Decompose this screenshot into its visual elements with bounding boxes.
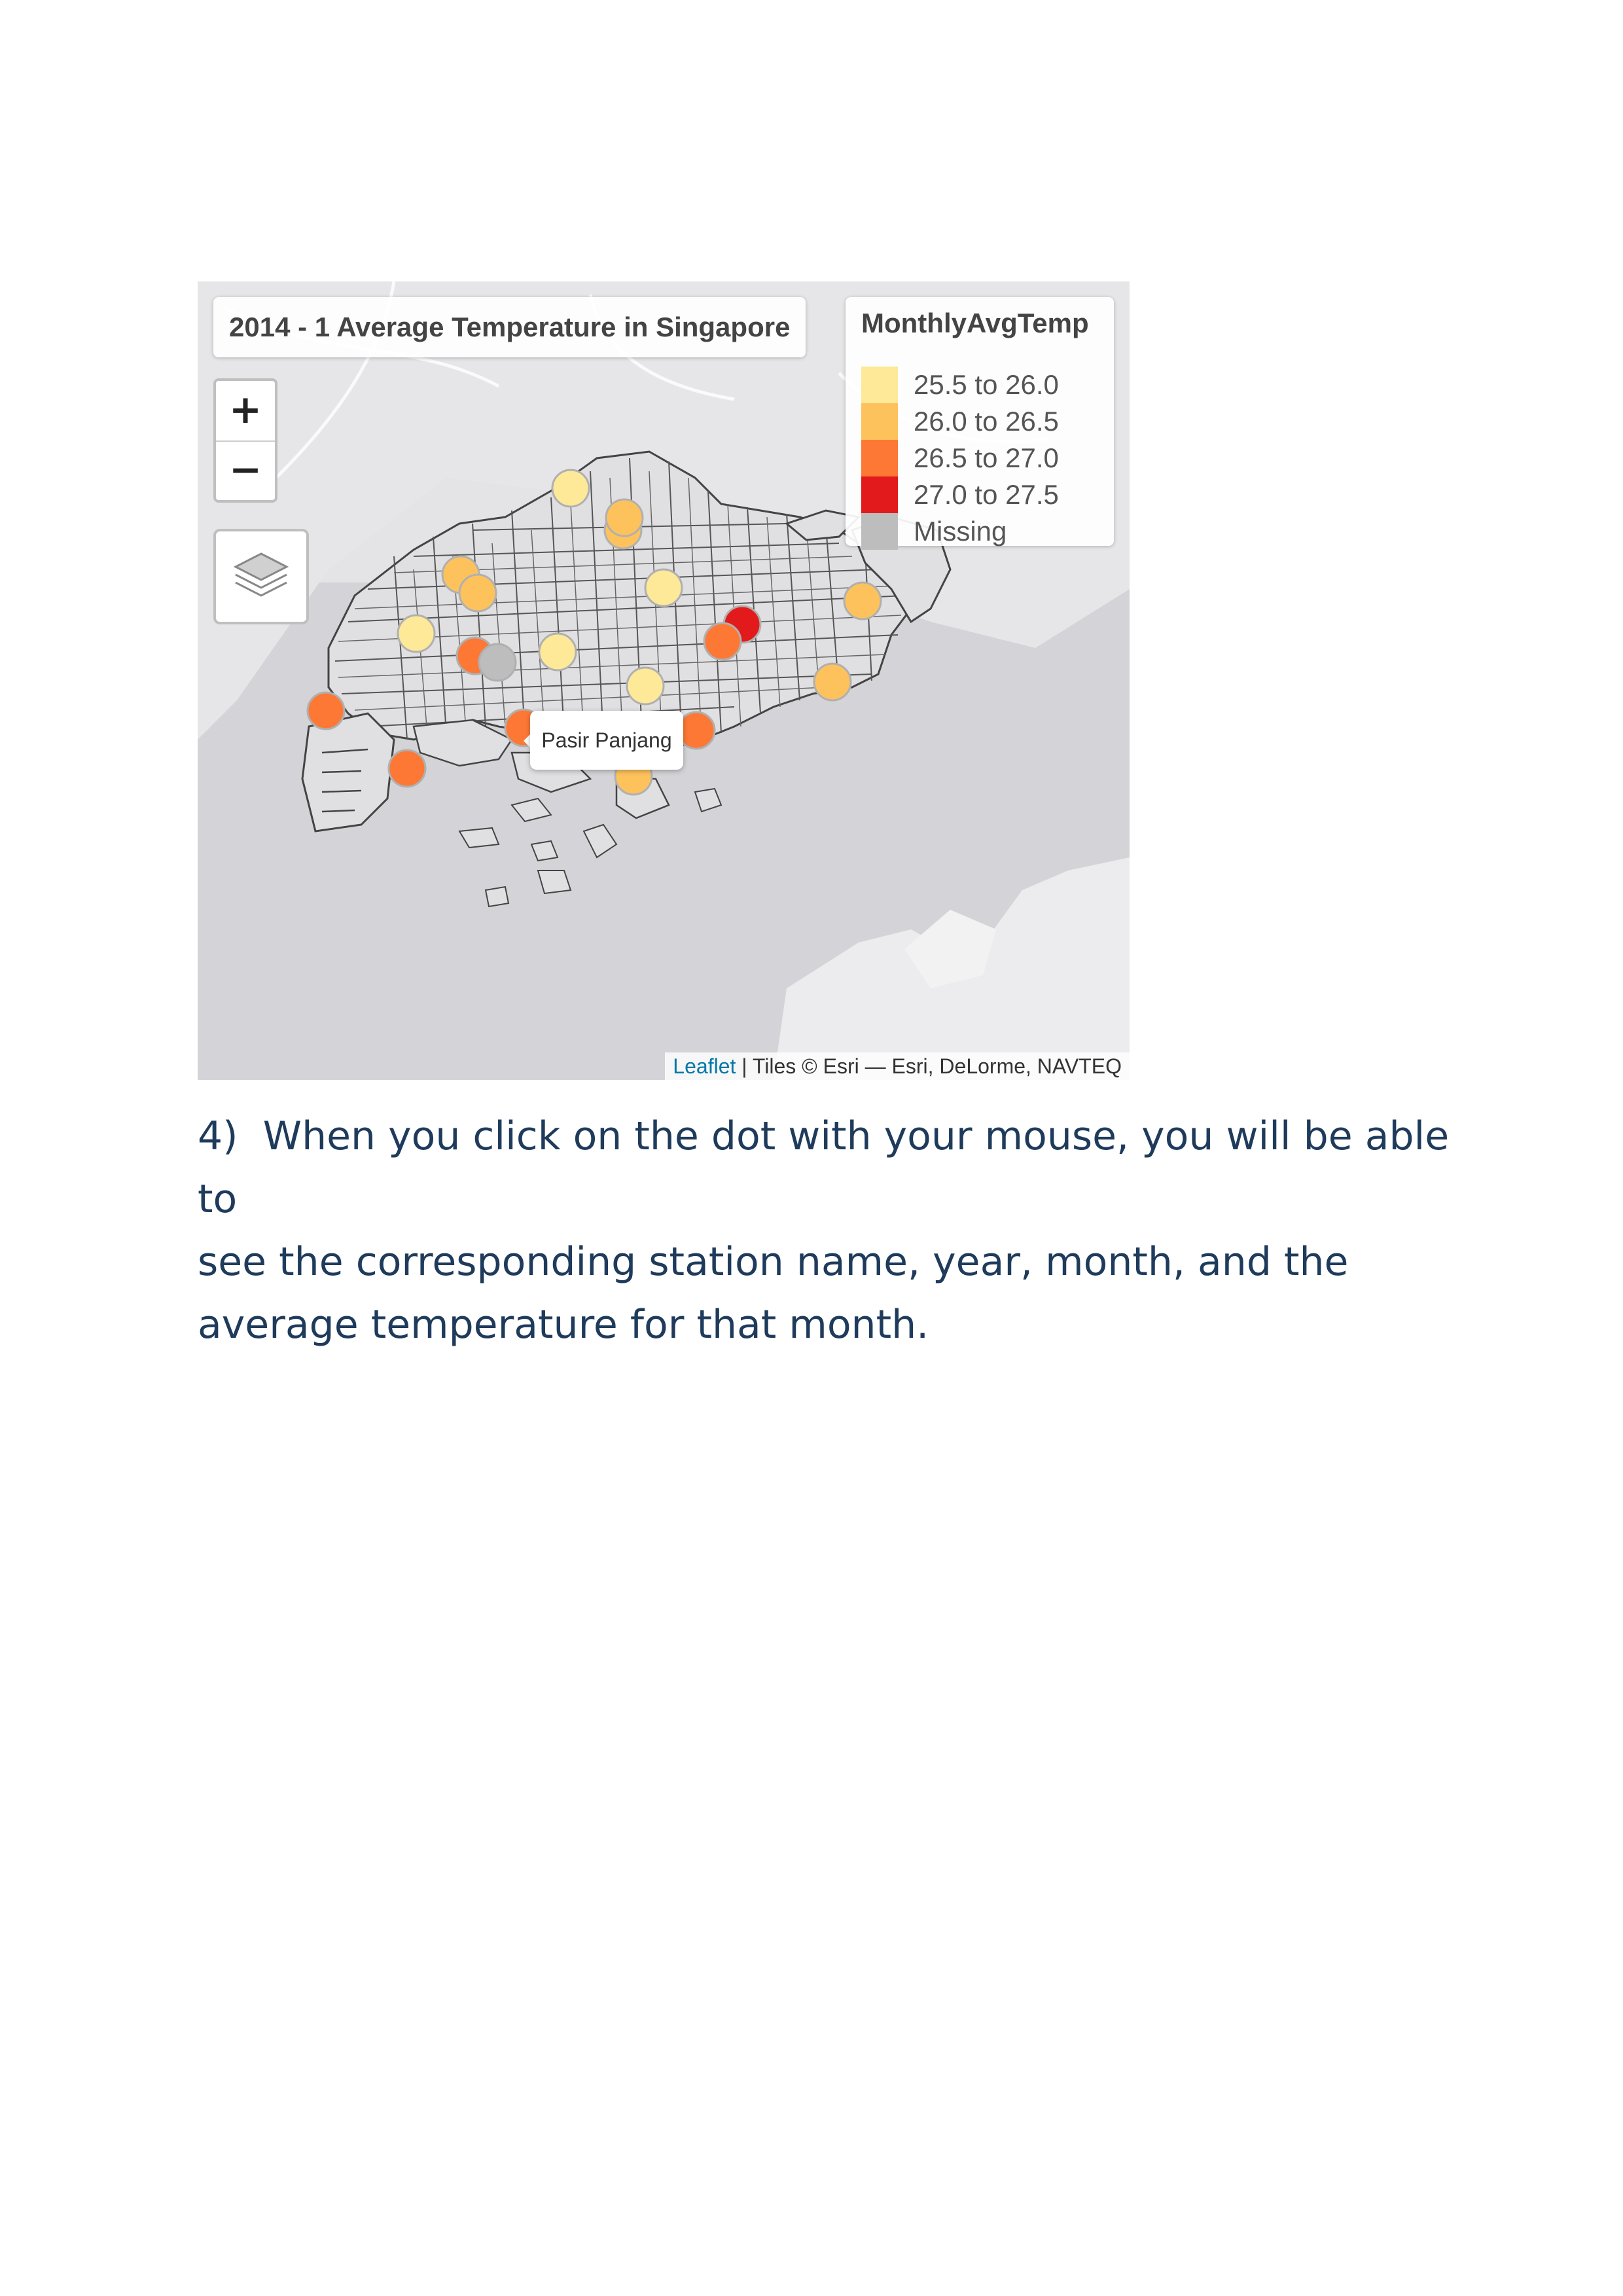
legend-label: 26.5 to 27.0: [914, 442, 1059, 473]
legend-label: Missing: [914, 516, 1007, 547]
station-dot[interactable]: [397, 614, 436, 653]
station-dot[interactable]: [843, 581, 882, 620]
station-dot[interactable]: [605, 498, 644, 537]
legend-label: 26.0 to 26.5: [914, 406, 1059, 437]
station-dot[interactable]: [677, 711, 716, 750]
legend-swatch: [861, 403, 898, 440]
paragraph-line-1: 4) When you click on the dot with your m…: [198, 1105, 1480, 1230]
legend-label: 27.0 to 27.5: [914, 479, 1059, 510]
legend-swatch: [861, 513, 898, 550]
layers-button[interactable]: [213, 529, 309, 624]
legend-swatch: [861, 476, 898, 513]
station-dot[interactable]: [478, 643, 517, 682]
station-dot[interactable]: [626, 666, 665, 706]
legend-swatch: [861, 440, 898, 476]
legend-label: 25.5 to 26.0: [914, 369, 1059, 400]
tiles-attribution: | Tiles © Esri — Esri, DeLorme, NAVTEQ: [736, 1054, 1122, 1078]
paragraph-text: When you click on the dot with your mous…: [198, 1113, 1450, 1222]
legend-item: 27.0 to 27.5: [861, 476, 1103, 513]
legend-item: 26.0 to 26.5: [861, 403, 1103, 440]
layers-icon: [233, 552, 289, 597]
zoom-in-button[interactable]: +: [216, 381, 275, 442]
temperature-map[interactable]: 2014 - 1 Average Temperature in Singapor…: [198, 281, 1130, 1080]
instruction-paragraph: 4) When you click on the dot with your m…: [198, 1105, 1480, 1356]
paragraph-line-3: average temperature for that month.: [198, 1302, 929, 1348]
station-dot[interactable]: [551, 469, 590, 508]
station-dot[interactable]: [813, 662, 852, 702]
map-attribution: Leaflet | Tiles © Esri — Esri, DeLorme, …: [665, 1052, 1130, 1080]
station-dot[interactable]: [306, 691, 346, 730]
zoom-out-button[interactable]: −: [228, 447, 262, 493]
paragraph-line-2: see the corresponding station name, year…: [198, 1239, 1349, 1285]
station-popup: Pasir Panjang: [530, 711, 683, 770]
map-title: 2014 - 1 Average Temperature in Singapor…: [213, 297, 806, 357]
leaflet-link[interactable]: Leaflet: [673, 1054, 736, 1078]
station-dot[interactable]: [644, 568, 683, 607]
step-number: 4): [198, 1113, 238, 1159]
map-legend: MonthlyAvgTemp 25.5 to 26.0 26.0 to 26.5…: [846, 297, 1114, 550]
legend-title: MonthlyAvgTemp: [861, 308, 1089, 338]
legend-item: 26.5 to 27.0: [861, 440, 1103, 476]
station-dot[interactable]: [458, 573, 497, 613]
station-dot[interactable]: [538, 632, 577, 672]
station-dot[interactable]: [387, 749, 427, 788]
legend-swatch: [861, 367, 898, 403]
station-dot[interactable]: [703, 622, 742, 661]
legend-item: Missing: [861, 513, 1103, 550]
legend-item: 25.5 to 26.0: [861, 367, 1103, 403]
zoom-control: + −: [213, 378, 277, 503]
